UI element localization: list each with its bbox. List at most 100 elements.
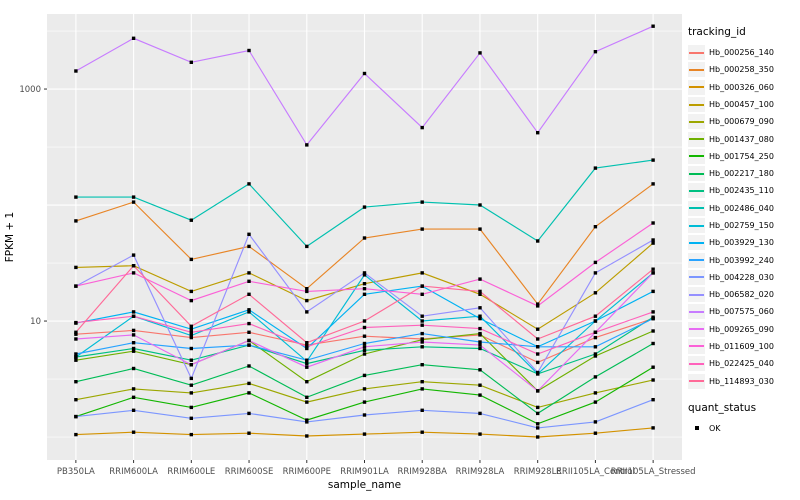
data-point bbox=[478, 314, 482, 318]
legend-label: Hb_001754_250 bbox=[709, 151, 774, 161]
data-point bbox=[478, 340, 482, 344]
data-point bbox=[593, 319, 598, 323]
data-point bbox=[131, 430, 136, 434]
data-point bbox=[420, 323, 424, 327]
data-point bbox=[536, 239, 540, 243]
data-point bbox=[420, 314, 424, 318]
data-point bbox=[536, 345, 540, 349]
quant-status-entry: OK bbox=[688, 421, 800, 436]
data-point bbox=[74, 358, 78, 362]
data-point bbox=[478, 51, 482, 55]
data-point bbox=[131, 264, 136, 268]
data-point bbox=[131, 200, 136, 204]
data-point bbox=[362, 348, 367, 352]
x-tick-label: RRIM600LA bbox=[109, 467, 158, 477]
data-point bbox=[189, 432, 193, 437]
data-point bbox=[536, 302, 540, 306]
data-point bbox=[536, 337, 540, 341]
data-point bbox=[651, 398, 655, 402]
data-point bbox=[189, 327, 193, 331]
data-point bbox=[74, 337, 78, 341]
data-point bbox=[478, 326, 482, 331]
data-point bbox=[420, 408, 424, 412]
x-tick-label: RRIM600SE bbox=[225, 467, 274, 477]
data-point bbox=[362, 236, 367, 240]
data-point bbox=[478, 277, 482, 281]
legend-label: Hb_000679_090 bbox=[709, 117, 774, 127]
data-point bbox=[131, 333, 136, 337]
data-point bbox=[305, 289, 309, 294]
data-point bbox=[651, 341, 655, 346]
data-point bbox=[651, 329, 655, 333]
data-point bbox=[478, 203, 482, 207]
legend-entry-Hb_000258_350: Hb_000258_350 bbox=[688, 62, 800, 78]
data-point bbox=[189, 60, 193, 64]
legend-entry-Hb_011609_100: Hb_011609_100 bbox=[688, 338, 800, 354]
legend-key-icon bbox=[688, 218, 705, 233]
data-point bbox=[362, 282, 367, 286]
x-tick-label: PB350LA bbox=[57, 467, 95, 477]
legend-entry-Hb_003929_130: Hb_003929_130 bbox=[688, 235, 800, 251]
legend-key-icon bbox=[688, 235, 705, 251]
legend-key-icon bbox=[688, 97, 705, 113]
legend-key-icon bbox=[688, 131, 705, 147]
data-point bbox=[362, 71, 367, 76]
data-point bbox=[536, 389, 540, 393]
data-point bbox=[189, 298, 193, 303]
data-point bbox=[247, 308, 251, 312]
data-point bbox=[74, 284, 78, 288]
legend-key-icon bbox=[688, 200, 705, 216]
data-point bbox=[420, 363, 424, 367]
data-point bbox=[305, 345, 309, 349]
data-point bbox=[593, 50, 598, 54]
legend-label: Hb_002486_040 bbox=[709, 203, 774, 213]
legend-key-icon bbox=[688, 338, 705, 354]
data-point bbox=[131, 395, 136, 399]
data-point bbox=[305, 365, 309, 369]
x-tick-label: RRIM901LA bbox=[340, 467, 389, 477]
data-point bbox=[478, 393, 482, 397]
legend-label: Hb_003992_240 bbox=[709, 255, 774, 265]
data-point bbox=[420, 331, 424, 336]
data-point bbox=[362, 271, 367, 275]
legend-key-icon bbox=[688, 321, 705, 337]
legend-key-icon bbox=[688, 148, 705, 164]
x-tick-label: RRIM928LA bbox=[456, 467, 505, 477]
legend-entry-Hb_006582_020: Hb_006582_020 bbox=[688, 287, 800, 303]
data-point bbox=[536, 131, 540, 135]
legend-entry-Hb_000679_090: Hb_000679_090 bbox=[688, 114, 800, 130]
data-point bbox=[478, 368, 482, 372]
data-point bbox=[247, 364, 251, 368]
data-point bbox=[131, 408, 136, 412]
data-point bbox=[651, 24, 655, 28]
data-point bbox=[536, 422, 540, 426]
data-point bbox=[247, 321, 251, 326]
legend-key-icon bbox=[688, 373, 705, 389]
x-tick-label: RRII105LA_Control bbox=[556, 467, 635, 477]
data-point bbox=[420, 125, 424, 130]
data-point bbox=[189, 324, 193, 328]
legend-key-icon bbox=[688, 166, 705, 182]
data-point bbox=[74, 330, 78, 334]
data-point bbox=[74, 320, 78, 325]
legend-label: Hb_007575_060 bbox=[709, 307, 774, 317]
legend-key-icon bbox=[688, 252, 705, 268]
data-point bbox=[593, 420, 598, 424]
data-point bbox=[305, 361, 309, 366]
data-point bbox=[247, 330, 251, 334]
legend-label: Hb_022425_040 bbox=[709, 359, 774, 369]
data-point bbox=[651, 378, 655, 382]
legend-label: Hb_114893_030 bbox=[709, 376, 774, 386]
data-point bbox=[131, 387, 136, 391]
data-point bbox=[131, 253, 136, 257]
data-point bbox=[189, 358, 193, 362]
legend-label: Hb_009265_090 bbox=[709, 324, 774, 334]
data-point bbox=[247, 182, 251, 186]
legend-entry-Hb_009265_090: Hb_009265_090 bbox=[688, 321, 800, 337]
data-point bbox=[189, 289, 193, 294]
data-point bbox=[74, 380, 78, 384]
data-point bbox=[305, 298, 309, 303]
data-point bbox=[189, 330, 193, 334]
data-point bbox=[593, 431, 598, 435]
data-point bbox=[362, 345, 367, 349]
